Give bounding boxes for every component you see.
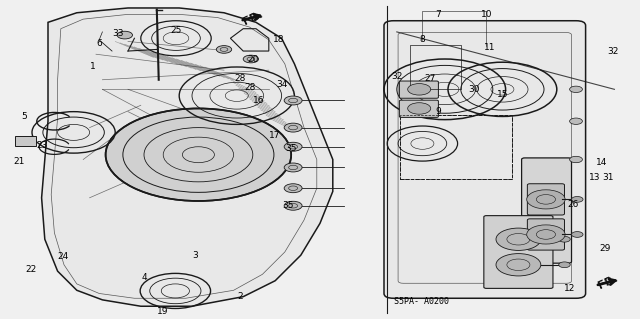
Text: 5: 5 [22,112,27,121]
FancyBboxPatch shape [15,136,36,146]
Text: 11: 11 [484,43,495,52]
FancyBboxPatch shape [527,219,564,250]
Text: 7: 7 [436,10,441,19]
Text: 8: 8 [420,35,425,44]
Circle shape [284,201,302,210]
Text: 25: 25 [170,26,182,35]
Circle shape [570,156,582,163]
Text: 12: 12 [564,284,575,293]
Text: 28: 28 [244,83,255,92]
Text: 26: 26 [567,200,579,209]
Text: 19: 19 [157,307,169,315]
Text: 1: 1 [90,63,95,71]
Circle shape [572,232,583,237]
Text: 32: 32 [607,47,619,56]
Text: 22: 22 [25,265,36,274]
Text: 9: 9 [436,107,441,116]
Text: 27: 27 [424,74,436,83]
Circle shape [496,228,541,250]
Circle shape [572,197,583,202]
FancyBboxPatch shape [522,158,572,263]
Text: 35: 35 [282,201,294,210]
Text: S5PA- A0200: S5PA- A0200 [394,297,449,306]
Text: 3: 3 [193,251,198,260]
FancyBboxPatch shape [527,184,564,215]
Circle shape [284,123,302,132]
Text: 24: 24 [57,252,68,261]
Text: 33: 33 [113,29,124,38]
Text: 21: 21 [13,157,25,166]
Text: 20: 20 [247,55,259,63]
Text: 6: 6 [97,39,102,48]
FancyBboxPatch shape [384,21,586,298]
Text: 16: 16 [253,96,265,105]
Text: 14: 14 [596,158,607,167]
Circle shape [117,31,132,39]
Circle shape [570,118,582,124]
Text: FR.: FR. [596,273,620,291]
FancyBboxPatch shape [399,81,438,98]
Text: 15: 15 [497,90,508,99]
Circle shape [496,254,541,276]
Circle shape [559,236,570,242]
Circle shape [570,86,582,93]
Text: 2: 2 [237,292,243,301]
Circle shape [284,184,302,193]
Text: 32: 32 [391,72,403,81]
Circle shape [284,96,302,105]
FancyBboxPatch shape [399,100,438,117]
Circle shape [527,225,565,244]
Text: 29: 29 [599,244,611,253]
Circle shape [408,103,431,114]
Text: 34: 34 [276,80,287,89]
Text: FR.: FR. [241,9,264,26]
Circle shape [106,108,291,201]
Circle shape [284,163,302,172]
Text: 31: 31 [602,173,614,182]
Text: 17: 17 [269,131,281,140]
Circle shape [559,262,570,268]
Circle shape [284,142,302,151]
Circle shape [527,190,565,209]
Text: 23: 23 [36,141,47,150]
Text: 10: 10 [481,10,492,19]
Bar [400,115,512,179]
Text: 28: 28 [234,74,246,83]
Text: 35: 35 [285,144,297,153]
Polygon shape [42,8,333,306]
Text: 30: 30 [468,85,479,94]
Text: 13: 13 [589,173,601,182]
Circle shape [243,55,259,63]
Text: 18: 18 [273,35,284,44]
Circle shape [216,46,232,53]
FancyBboxPatch shape [484,216,553,288]
Circle shape [408,84,431,95]
Text: 4: 4 [141,273,147,282]
